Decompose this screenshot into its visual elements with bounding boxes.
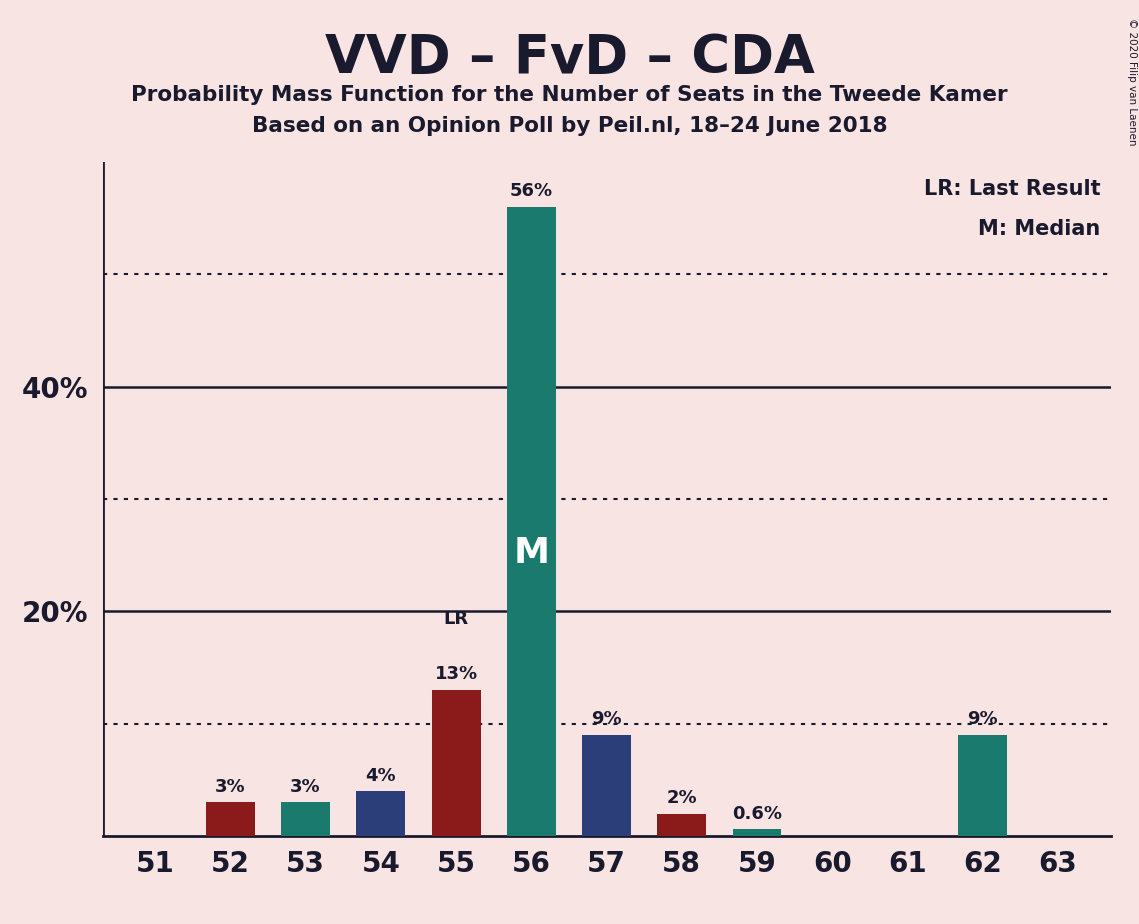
Text: 3%: 3% [215,778,246,796]
Text: Based on an Opinion Poll by Peil.nl, 18–24 June 2018: Based on an Opinion Poll by Peil.nl, 18–… [252,116,887,136]
Text: 3%: 3% [290,778,321,796]
Text: 4%: 4% [366,767,396,784]
Text: 13%: 13% [434,665,477,684]
Text: 56%: 56% [510,182,552,200]
Text: M: Median: M: Median [978,219,1100,239]
Bar [432,690,481,836]
Bar [582,736,631,836]
Text: LR: LR [443,610,468,628]
Bar [281,802,330,836]
Bar [357,791,405,836]
Text: M: M [514,536,549,570]
Bar [507,207,556,836]
Bar [206,802,255,836]
Text: 9%: 9% [591,711,622,728]
Text: 2%: 2% [666,789,697,807]
Text: VVD – FvD – CDA: VVD – FvD – CDA [325,32,814,84]
Text: 0.6%: 0.6% [732,805,782,822]
Text: 9%: 9% [967,711,998,728]
Text: LR: Last Result: LR: Last Result [924,178,1100,199]
Bar [958,736,1007,836]
Text: © 2020 Filip van Laenen: © 2020 Filip van Laenen [1126,18,1137,146]
Bar [732,830,781,836]
Text: Probability Mass Function for the Number of Seats in the Tweede Kamer: Probability Mass Function for the Number… [131,85,1008,105]
Bar [657,814,706,836]
